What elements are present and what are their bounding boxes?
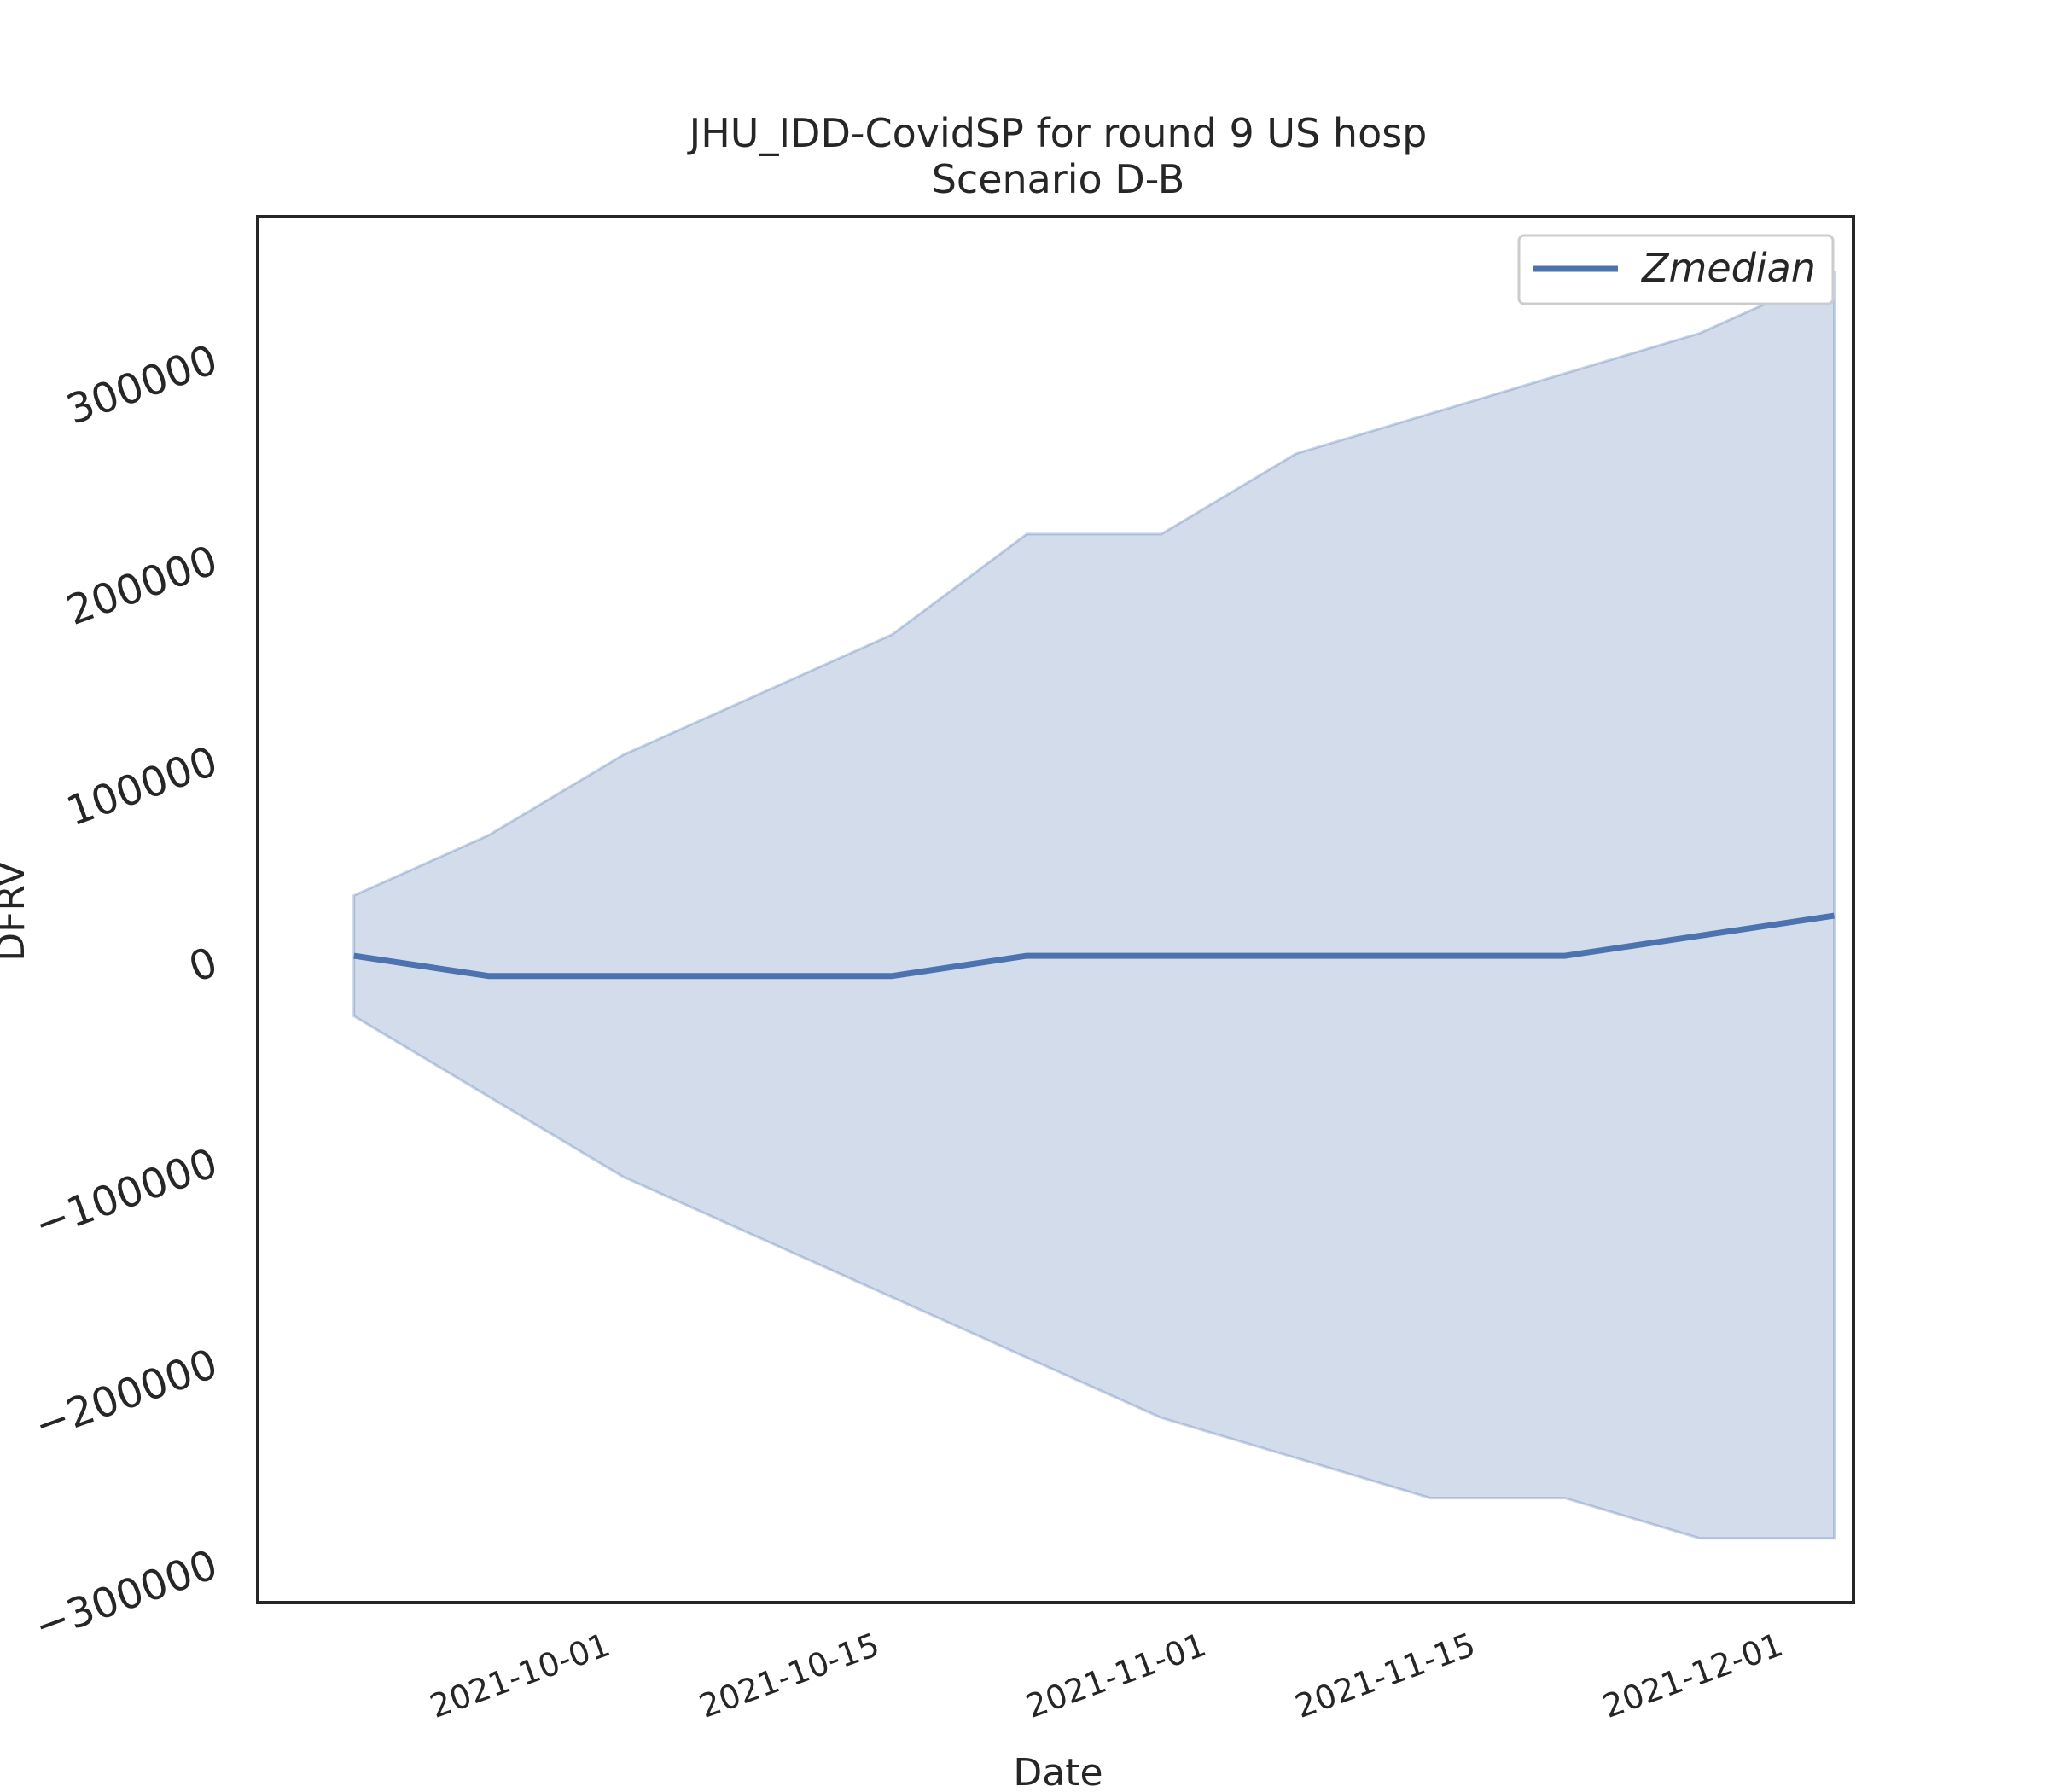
- chart-title: JHU_IDD-CovidSP for round 9 US hosp: [687, 110, 1428, 156]
- x-tick-label: 2021-12-01: [1597, 1626, 1788, 1725]
- y-tick-label: 0: [183, 938, 224, 992]
- series-line-zmedian: [353, 912, 1836, 980]
- x-axis-label: Date: [1013, 1751, 1103, 1792]
- y-tick-label: −200000: [28, 1340, 224, 1450]
- y-tick-label: 300000: [61, 335, 224, 433]
- legend: Zmedian: [1517, 234, 1835, 305]
- legend-label-zmedian: Zmedian: [1640, 245, 1816, 291]
- x-tick-label: 2021-11-15: [1290, 1626, 1481, 1725]
- legend-box: [1517, 234, 1835, 305]
- y-axis-label: DFRV: [0, 861, 33, 961]
- plot-frame: [256, 215, 1855, 1604]
- confidence-band: [352, 271, 1836, 1540]
- y-axis-ticks: −300000 −200000 −100000 0 100000 200000 300000: [28, 335, 224, 1650]
- y-tick-label: 200000: [61, 537, 224, 635]
- y-tick-label: −100000: [28, 1139, 224, 1249]
- x-tick-label: 2021-10-01: [425, 1626, 615, 1725]
- x-axis-ticks: 2021-10-01 2021-10-15 2021-11-01 2021-11-15…: [425, 1626, 1788, 1725]
- chart-subtitle: Scenario D-B: [932, 156, 1185, 202]
- y-tick-label: −300000: [28, 1541, 224, 1651]
- x-tick-label: 2021-10-15: [695, 1626, 885, 1725]
- y-tick-label: 100000: [61, 737, 224, 835]
- x-tick-label: 2021-11-01: [1021, 1626, 1212, 1725]
- plot-area: [352, 271, 1836, 1540]
